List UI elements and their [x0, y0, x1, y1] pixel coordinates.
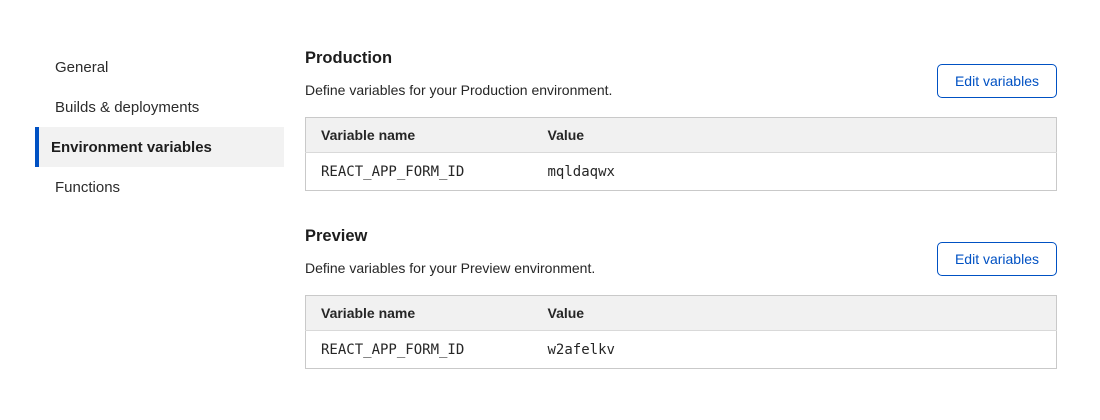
column-header-value: Value: [532, 295, 1057, 331]
column-header-value: Value: [532, 117, 1057, 153]
column-header-variable-name: Variable name: [305, 117, 533, 153]
preview-title: Preview: [305, 227, 368, 245]
production-description: Define variables for your Production env…: [305, 82, 613, 98]
environment-variables-panel: Production Define variables for your Pro…: [305, 0, 1057, 420]
sidebar-item-label: Builds & deployments: [55, 98, 200, 116]
table-row: REACT_APP_FORM_ID w2afelkv: [305, 330, 1057, 369]
sidebar-item-general[interactable]: General: [35, 47, 284, 87]
sidebar-item-environment-variables[interactable]: Environment variables: [35, 127, 284, 167]
column-header-variable-name: Variable name: [305, 295, 533, 331]
production-edit-variables-button[interactable]: Edit variables: [936, 64, 1057, 98]
variable-name-cell: REACT_APP_FORM_ID: [305, 330, 533, 369]
variable-name-cell: REACT_APP_FORM_ID: [305, 152, 533, 191]
production-variables-table: Variable name Value REACT_APP_FORM_ID mq…: [305, 117, 1057, 191]
sidebar-item-label: Functions: [55, 178, 121, 196]
preview-variables-table: Variable name Value REACT_APP_FORM_ID w2…: [305, 295, 1057, 369]
sidebar-item-builds-deployments[interactable]: Builds & deployments: [35, 87, 284, 127]
variable-value-cell: mqldaqwx: [532, 152, 1057, 191]
production-title: Production: [305, 49, 393, 67]
production-section: Production Define variables for your Pro…: [305, 48, 1057, 191]
preview-edit-variables-button[interactable]: Edit variables: [936, 242, 1057, 276]
sidebar-item-label: General: [55, 58, 109, 76]
sidebar-item-functions[interactable]: Functions: [35, 167, 284, 207]
settings-sidebar: General Builds & deployments Environment…: [35, 47, 284, 207]
preview-section: Preview Define variables for your Previe…: [305, 226, 1057, 369]
sidebar-item-label: Environment variables: [51, 138, 212, 156]
preview-description: Define variables for your Preview enviro…: [305, 260, 596, 276]
variable-value-cell: w2afelkv: [532, 330, 1057, 369]
table-row: REACT_APP_FORM_ID mqldaqwx: [305, 152, 1057, 191]
